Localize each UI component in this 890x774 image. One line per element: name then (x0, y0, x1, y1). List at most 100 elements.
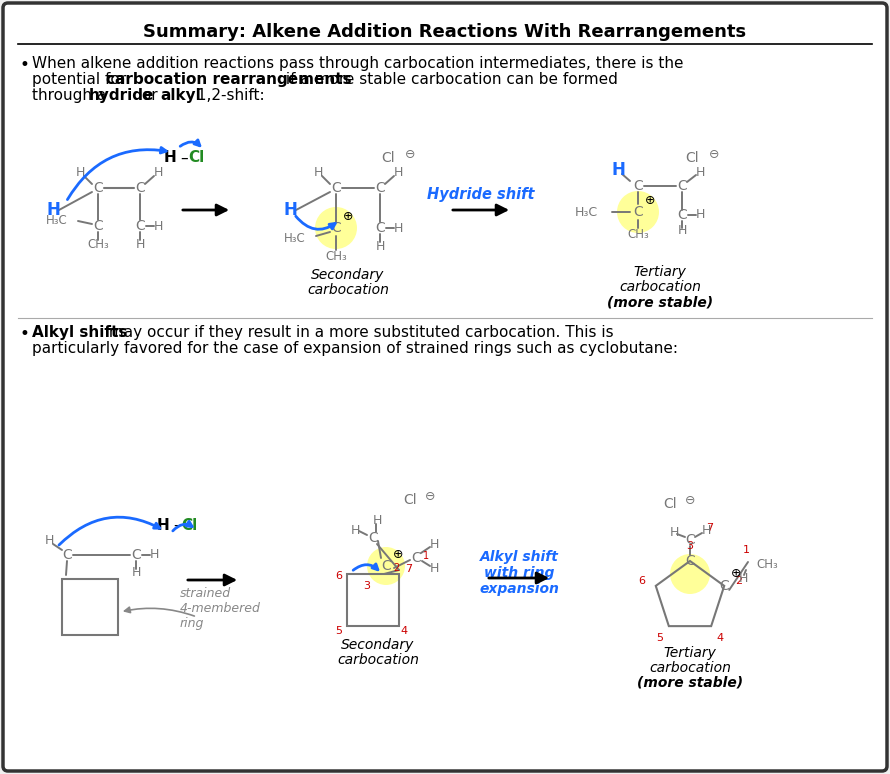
Text: Secondary: Secondary (312, 268, 384, 282)
Text: carbocation rearrangements: carbocation rearrangements (106, 72, 352, 87)
Text: C: C (381, 559, 391, 573)
Text: H: H (695, 166, 705, 179)
Text: C: C (331, 221, 341, 235)
Text: H₃C: H₃C (46, 214, 68, 227)
Text: 2: 2 (392, 563, 399, 573)
Text: H: H (393, 166, 402, 179)
Text: C: C (677, 208, 687, 222)
Text: 4: 4 (716, 633, 724, 643)
Text: H: H (739, 571, 748, 584)
Text: Secondary: Secondary (341, 638, 415, 652)
Text: ⊕: ⊕ (731, 567, 741, 580)
Text: alkyl: alkyl (160, 88, 201, 103)
Text: 5: 5 (657, 633, 663, 643)
Text: 5: 5 (336, 626, 343, 636)
Text: C: C (685, 533, 695, 547)
Text: 1: 1 (742, 545, 749, 555)
Text: 1,2-shift:: 1,2-shift: (192, 88, 264, 103)
Text: H: H (153, 166, 163, 179)
Text: H: H (132, 567, 141, 580)
Text: through a: through a (32, 88, 111, 103)
Text: 7: 7 (406, 564, 413, 574)
Text: ⊕: ⊕ (392, 547, 403, 560)
Text: Cl: Cl (663, 497, 676, 511)
Ellipse shape (670, 554, 710, 594)
Text: –: – (174, 518, 181, 533)
Text: ⊖: ⊖ (405, 149, 416, 162)
Text: C: C (62, 548, 72, 562)
Text: CH₃: CH₃ (87, 238, 109, 251)
Ellipse shape (315, 207, 357, 249)
Text: C: C (135, 219, 145, 233)
Text: potential for: potential for (32, 72, 131, 87)
Text: or: or (137, 88, 163, 103)
Text: H: H (313, 166, 323, 179)
Text: ⊕: ⊕ (343, 210, 353, 222)
Text: C: C (135, 181, 145, 195)
Text: H: H (351, 523, 360, 536)
Text: Cl: Cl (403, 493, 417, 507)
Text: Hydride shift: Hydride shift (427, 187, 535, 201)
Text: hydride: hydride (89, 88, 154, 103)
Text: 6: 6 (336, 571, 343, 581)
Text: 4: 4 (400, 626, 408, 636)
Text: H: H (164, 150, 176, 166)
Text: particularly favored for the case of expansion of strained rings such as cyclobu: particularly favored for the case of exp… (32, 341, 678, 356)
Text: C: C (131, 548, 141, 562)
Text: CH₃: CH₃ (325, 249, 347, 262)
Text: C: C (375, 221, 384, 235)
Text: 1: 1 (423, 551, 429, 561)
Text: H: H (669, 526, 679, 539)
Text: carbocation: carbocation (307, 283, 389, 297)
Text: (more stable): (more stable) (637, 676, 743, 690)
Text: H: H (677, 224, 687, 238)
Text: H: H (372, 513, 382, 526)
Text: H: H (153, 220, 163, 232)
Text: strained
4-membered
ring: strained 4-membered ring (180, 587, 261, 630)
Text: 3: 3 (686, 541, 693, 551)
Text: Tertiary: Tertiary (664, 646, 716, 660)
Text: Cl: Cl (685, 151, 699, 165)
Text: H₃C: H₃C (575, 206, 598, 218)
Text: 2: 2 (735, 576, 742, 586)
Text: H: H (150, 549, 158, 561)
Text: Alkyl shifts: Alkyl shifts (32, 325, 127, 340)
Text: H: H (157, 518, 169, 533)
Text: Cl: Cl (181, 518, 197, 533)
Text: ⊖: ⊖ (708, 149, 719, 162)
Text: C: C (93, 219, 103, 233)
Text: H: H (701, 523, 711, 536)
Text: H: H (429, 537, 439, 550)
Text: Cl: Cl (188, 150, 204, 166)
Text: carbocation: carbocation (649, 661, 731, 675)
Text: C: C (719, 579, 729, 593)
Text: H: H (393, 221, 402, 235)
Text: H₃C: H₃C (284, 231, 306, 245)
Text: H: H (76, 166, 85, 179)
Text: H: H (429, 561, 439, 574)
Text: 6: 6 (638, 576, 645, 586)
Text: C: C (93, 181, 103, 195)
Text: 7: 7 (707, 523, 714, 533)
Text: C: C (677, 179, 687, 193)
Text: –: – (180, 150, 188, 166)
Text: C: C (685, 554, 695, 568)
Text: ⊖: ⊖ (684, 495, 695, 508)
Text: may occur if they result in a more substituted carbocation. This is: may occur if they result in a more subst… (104, 325, 613, 340)
Text: H: H (135, 238, 145, 251)
Text: C: C (375, 181, 384, 195)
Ellipse shape (617, 191, 659, 233)
Text: ⊖: ⊖ (425, 491, 435, 504)
Text: CH₃: CH₃ (756, 557, 778, 570)
Text: C: C (633, 205, 643, 219)
Text: CH₃: CH₃ (627, 228, 649, 241)
Text: •: • (20, 325, 30, 343)
Text: carbocation: carbocation (337, 653, 419, 667)
Text: carbocation: carbocation (619, 280, 701, 294)
Text: •: • (20, 56, 30, 74)
Text: H: H (44, 535, 53, 547)
Text: H: H (376, 239, 384, 252)
Text: H: H (611, 161, 625, 179)
Text: (more stable): (more stable) (607, 295, 713, 309)
Text: C: C (331, 181, 341, 195)
